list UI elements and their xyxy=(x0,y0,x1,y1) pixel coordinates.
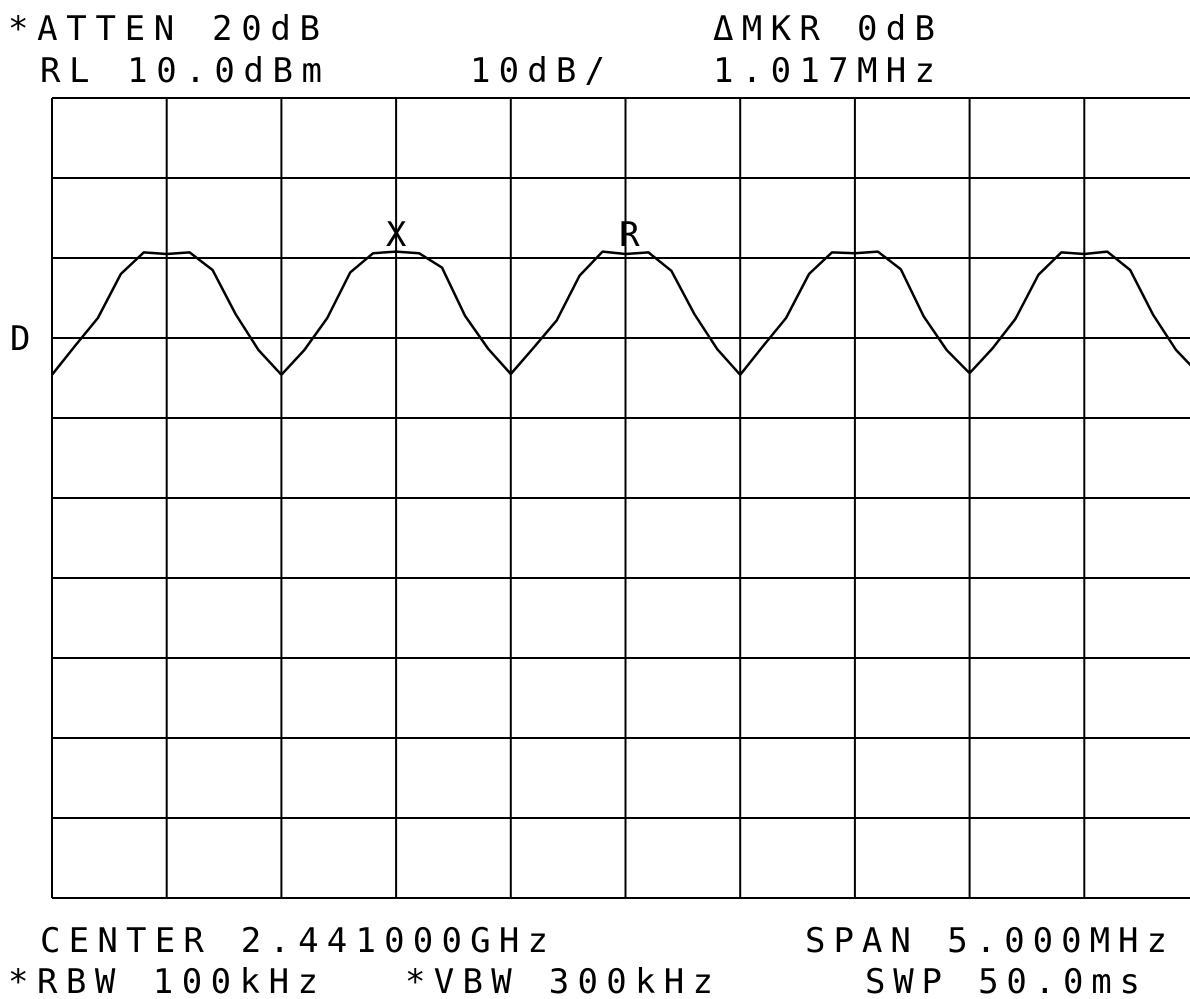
atten: *ATTEN 20dB xyxy=(8,9,320,49)
sweep: SWP 50.0ms xyxy=(865,962,1140,999)
marker-freq: 1.017MHz xyxy=(713,51,935,91)
marker-label: R xyxy=(619,215,640,255)
rbw: *RBW 100kHz xyxy=(8,962,318,999)
trace xyxy=(51,250,1190,377)
display-line-label: D xyxy=(10,319,30,359)
ref-level: RL 10.0dBm xyxy=(40,51,322,91)
marker-delta: ΔMKR 0dB xyxy=(713,9,935,49)
scale: 10dB/ xyxy=(470,51,605,91)
center-freq: CENTER 2.441000GHz xyxy=(40,921,548,961)
vbw: *VBW 300kHz xyxy=(405,962,713,999)
marker-label: X xyxy=(386,215,407,255)
span: SPAN 5.000MHz xyxy=(805,921,1167,961)
